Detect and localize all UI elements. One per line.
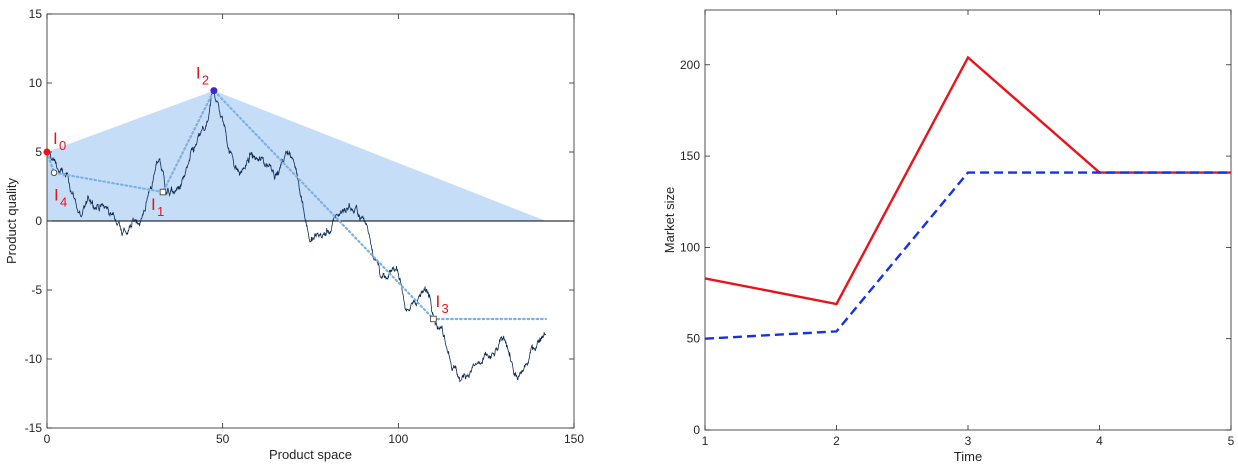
annotation-subscript: 1 [157, 204, 164, 219]
annotation-label: I [196, 64, 201, 83]
series-line-solid [704, 55, 1231, 306]
y-tick-label: 100 [680, 240, 700, 254]
x-tick-label: 3 [965, 434, 972, 448]
y-tick-label: 150 [680, 149, 700, 163]
x-axis-label: Time [954, 449, 982, 464]
marker-i4 [50, 169, 58, 176]
x-tick-label: 150 [564, 432, 584, 446]
annotation-label: I [54, 186, 59, 205]
annotation-label: I [151, 195, 156, 214]
x-tick-label: 2 [833, 434, 840, 448]
x-tick-label: 4 [1096, 434, 1103, 448]
annotation-subscript: 4 [60, 195, 67, 210]
annotation-subscript: 2 [202, 73, 209, 88]
x-tick-label: 50 [216, 432, 230, 446]
marker-i1 [159, 188, 167, 196]
x-tick-label: 5 [1228, 434, 1235, 448]
x-tick-label: 0 [44, 432, 51, 446]
y-tick-label: 10 [29, 76, 43, 90]
marker-i2 [210, 87, 218, 95]
y-tick-label: -5 [31, 283, 42, 297]
y-tick-label: 15 [29, 7, 43, 21]
y-tick-label: -10 [25, 352, 43, 366]
marker-i3 [430, 315, 437, 323]
annotation-label: I [53, 129, 58, 148]
marker-i0 [43, 148, 51, 156]
x-tick-label: 100 [388, 432, 408, 446]
y-tick-label: 0 [35, 214, 42, 228]
y-tick-label: 0 [693, 423, 700, 437]
x-tick-label: 1 [702, 434, 709, 448]
annotation-subscript: 3 [441, 301, 448, 316]
y-axis-label: Market size [662, 187, 677, 253]
y-tick-label: -15 [25, 421, 43, 435]
random-walk-line [46, 88, 547, 383]
series-line-dashed [704, 171, 1231, 340]
y-tick-label: 200 [680, 58, 700, 72]
y-tick-label: 50 [687, 332, 701, 346]
dotted-search-path [45, 88, 547, 321]
x-axis-label: Product space [269, 447, 352, 462]
y-axis-label: Product quality [4, 178, 19, 264]
annotation-label: I [435, 292, 440, 311]
annotation-subscript: 0 [59, 138, 66, 153]
y-tick-label: 5 [35, 145, 42, 159]
plot-frame [704, 9, 1232, 431]
convex-hull-area [47, 90, 546, 221]
